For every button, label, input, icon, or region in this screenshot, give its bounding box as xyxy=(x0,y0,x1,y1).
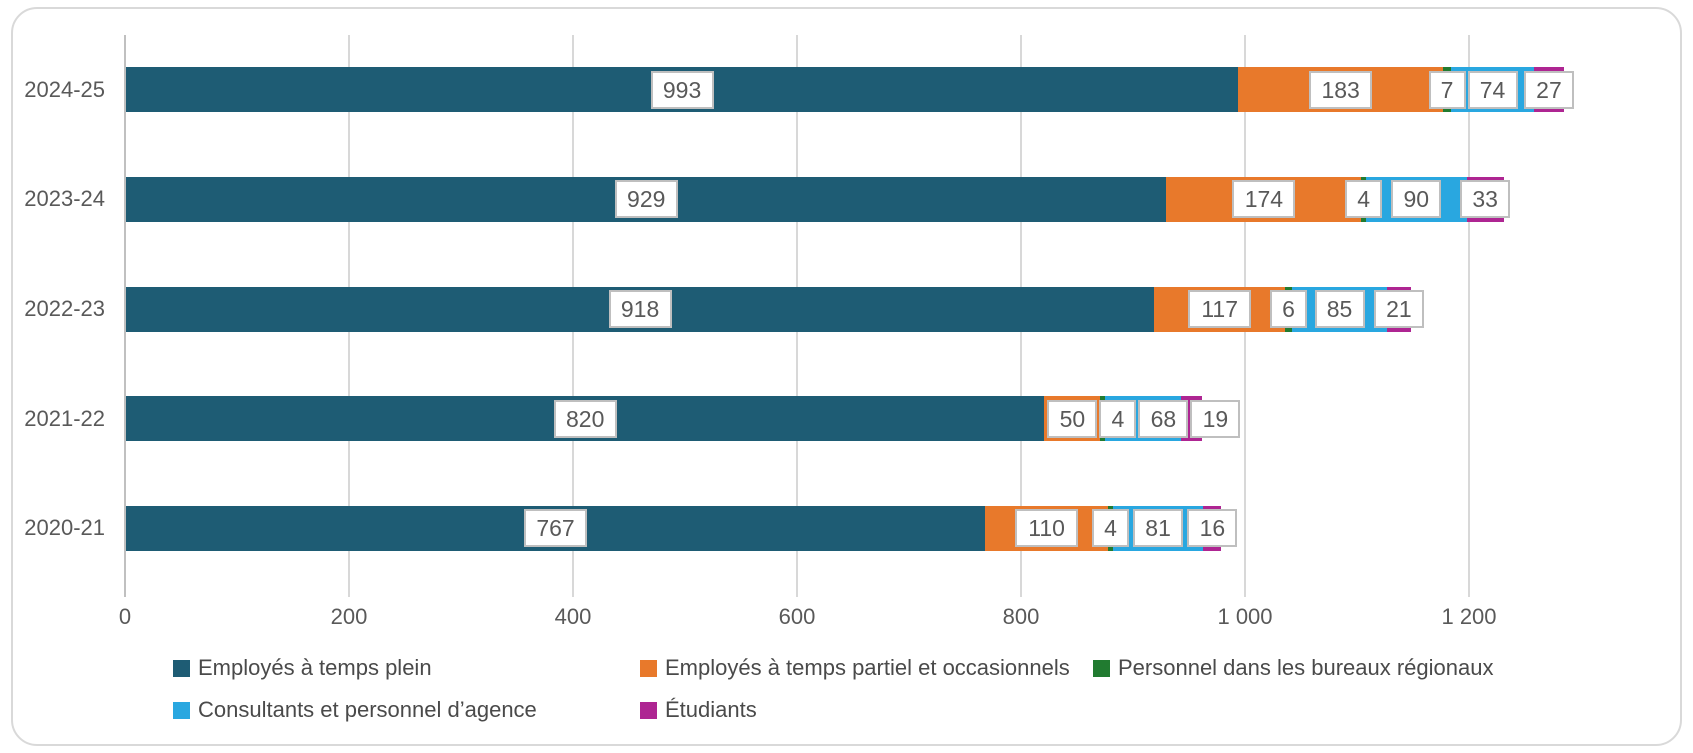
data-label: 174 xyxy=(1232,180,1296,219)
legend-swatch-icon xyxy=(640,701,657,719)
data-label: 21 xyxy=(1373,290,1424,328)
x-tick-label: 400 xyxy=(554,604,592,629)
data-label: 16 xyxy=(1187,509,1238,548)
legend-label: Étudiants xyxy=(665,697,757,722)
data-label: 767 xyxy=(524,509,588,548)
data-label: 81 xyxy=(1133,509,1184,548)
data-label: 68 xyxy=(1138,399,1189,438)
legend-swatch-icon xyxy=(173,701,190,719)
legend-swatch-icon xyxy=(173,659,190,677)
legend-item: Étudiants xyxy=(640,697,757,723)
data-label: 33 xyxy=(1460,180,1511,219)
data-label: 918 xyxy=(608,290,672,328)
legend-item: Employés à temps partiel et occasionnels xyxy=(640,655,1070,681)
data-label: 74 xyxy=(1467,70,1518,109)
category-label: 2021-22 xyxy=(24,405,105,431)
data-label: 19 xyxy=(1190,399,1241,438)
legend-label: Employés à temps partiel et occasionnels xyxy=(665,655,1070,680)
data-label: 27 xyxy=(1523,70,1574,109)
legend-label: Consultants et personnel d’agence xyxy=(198,697,537,722)
data-label: 183 xyxy=(1309,70,1373,109)
x-tick-label: 600 xyxy=(778,604,816,629)
legend-item: Personnel dans les bureaux régionaux xyxy=(1093,655,1493,681)
category-label: 2022-23 xyxy=(24,296,105,321)
legend-label: Employés à temps plein xyxy=(198,655,432,680)
category-label: 2024-25 xyxy=(24,76,105,102)
data-label: 50 xyxy=(1047,399,1098,438)
data-label: 117 xyxy=(1188,290,1252,328)
data-label: 110 xyxy=(1015,509,1079,548)
legend-swatch-icon xyxy=(1093,659,1110,677)
y-axis-line xyxy=(124,35,126,597)
data-label: 820 xyxy=(553,399,617,438)
data-label: 6 xyxy=(1270,290,1308,328)
x-tick-label: 800 xyxy=(1002,604,1040,629)
data-label: 85 xyxy=(1314,290,1365,328)
x-tick-label: 0 xyxy=(118,604,132,629)
data-label: 4 xyxy=(1345,180,1383,219)
data-label: 929 xyxy=(614,180,678,219)
legend-item: Employés à temps plein xyxy=(173,655,432,681)
gridline xyxy=(1468,35,1470,597)
chart-card xyxy=(11,7,1682,746)
category-label: 2020-21 xyxy=(24,515,105,541)
legend-item: Consultants et personnel d’agence xyxy=(173,697,537,723)
data-label: 993 xyxy=(650,70,714,109)
legend-swatch-icon xyxy=(640,659,657,677)
x-tick-label: 200 xyxy=(330,604,368,629)
data-label: 90 xyxy=(1391,180,1442,219)
data-label: 7 xyxy=(1428,70,1466,109)
x-tick-label: 1 000 xyxy=(1217,604,1273,629)
category-label: 2023-24 xyxy=(24,186,105,212)
data-label: 4 xyxy=(1099,399,1137,438)
x-tick-label: 1 200 xyxy=(1441,604,1497,629)
data-label: 4 xyxy=(1091,509,1129,548)
legend-label: Personnel dans les bureaux régionaux xyxy=(1118,655,1494,680)
